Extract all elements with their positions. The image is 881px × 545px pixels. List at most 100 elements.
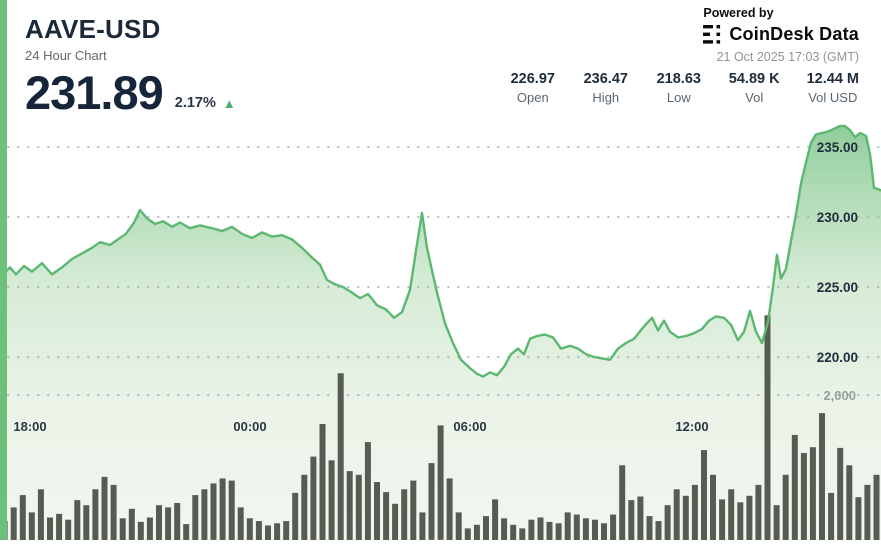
volume-bar [74, 500, 81, 540]
time-axis-label: 18:00 [13, 419, 46, 434]
stat-value: 236.47 [583, 71, 628, 87]
price-axis-label: 235.00 [817, 140, 858, 155]
stat-column: 12.44 M Vol USD [807, 71, 859, 105]
volume-bar [265, 525, 271, 540]
time-axis-label: 06:00 [453, 419, 486, 434]
volume-bar [37, 489, 44, 541]
volume-bar [782, 474, 789, 541]
volume-bar [364, 442, 371, 540]
volume-bar [873, 474, 880, 541]
volume-bar [691, 484, 698, 540]
volume-bar [446, 478, 453, 540]
volume-bar [519, 528, 526, 540]
powered-by-label: Powered by [703, 6, 774, 20]
stat-column: 54.89 K Vol [729, 71, 780, 105]
volume-bar [328, 460, 335, 541]
volume-bar [592, 519, 598, 540]
volume-bar [255, 521, 262, 540]
volume-bar [855, 497, 862, 540]
volume-bar [274, 523, 281, 540]
price-change: 2.17% ▲ [175, 95, 236, 111]
volume-bar [555, 523, 562, 540]
volume-bar [464, 528, 471, 540]
chart-header: AAVE-USD 24 Hour Chart 231.89 2.17% ▲ Po… [0, 0, 881, 120]
timestamp: 21 Oct 2025 17:03 (GMT) [716, 50, 859, 64]
price-axis-label: 220.00 [817, 350, 858, 365]
change-percent: 2.17% [174, 95, 216, 112]
volume-bar [192, 495, 199, 541]
volume-bar [383, 492, 390, 540]
stat-column: 236.47 High [583, 71, 629, 105]
volume-bar [219, 478, 226, 540]
volume-bar [846, 465, 853, 540]
volume-bar [146, 517, 153, 540]
volume-bar [337, 373, 344, 541]
volume-bar [83, 505, 90, 540]
volume-bar [301, 474, 308, 541]
volume-axis-label: 2,000 [823, 388, 856, 403]
volume-bar [346, 471, 353, 540]
volume-bar [510, 524, 517, 540]
volume-bar [646, 516, 653, 540]
volume-bar [156, 505, 162, 540]
provider-brand: Powered by CoinDesk Data [703, 6, 859, 45]
price-area-fill [0, 126, 881, 540]
volume-bar [428, 463, 435, 540]
volume-bar [210, 483, 217, 540]
volume-bar [56, 513, 63, 540]
volume-bar [183, 524, 190, 540]
volume-bar [473, 524, 480, 540]
volume-bar [619, 465, 626, 540]
volume-bar [537, 517, 544, 540]
volume-bar [228, 480, 235, 541]
volume-bar [483, 516, 489, 540]
volume-bar [573, 514, 580, 540]
price-chart-area[interactable]: 220.00 225.00 230.00 235.00 2,000 18:00 00:00 0… [0, 120, 881, 541]
volume-bar [19, 495, 26, 541]
volume-bar [800, 453, 807, 540]
left-accent-bar [0, 0, 7, 540]
volume-bar [655, 521, 662, 540]
volume-bar [437, 425, 444, 540]
provider-name: CoinDesk Data [729, 24, 859, 44]
volume-bar [410, 480, 417, 541]
volume-bar [392, 503, 399, 541]
volume-bar [610, 514, 617, 540]
volume-bar [28, 512, 35, 540]
volume-bar [710, 474, 716, 541]
volume-bar [201, 489, 208, 541]
chart-subtitle: 24 Hour Chart [25, 48, 107, 63]
coindesk-logo-icon [703, 25, 721, 44]
stat-value: 226.97 [510, 71, 555, 87]
volume-bar [564, 512, 571, 540]
price-axis-label: 230.00 [817, 210, 858, 225]
stat-label: Low [666, 90, 691, 105]
ohlc-stats-row: 226.97 Open 236.47 High 218.63 Low 54.89 K Vol 1… [510, 71, 859, 105]
chart-svg[interactable]: 220.00 225.00 230.00 235.00 2,000 18:00 00:00 0… [0, 120, 881, 541]
volume-bar [110, 484, 117, 540]
volume-bar [701, 450, 707, 540]
stat-label: Open [516, 90, 549, 105]
volume-bar [237, 507, 244, 540]
volume-bar [755, 484, 762, 540]
stat-value: 54.89 K [728, 71, 780, 87]
volume-bar [65, 519, 72, 540]
volume-bar [319, 424, 326, 540]
volume-bar [165, 507, 172, 540]
volume-bar [601, 523, 607, 540]
volume-bar [764, 315, 771, 541]
volume-bar [246, 518, 253, 541]
stat-column: 218.63 Low [656, 71, 702, 105]
volume-bar [673, 489, 680, 541]
volume-bar [864, 484, 871, 540]
volume-bar [128, 508, 135, 540]
volume-bar [374, 482, 380, 540]
volume-bar [773, 505, 780, 540]
time-axis-label: 12:00 [675, 419, 708, 434]
volume-bar [492, 499, 499, 540]
volume-bar [455, 512, 462, 540]
volume-bar [528, 519, 535, 540]
stat-label: Vol [745, 90, 764, 105]
volume-bar [837, 447, 844, 540]
stat-column: 226.97 Open [510, 71, 556, 105]
